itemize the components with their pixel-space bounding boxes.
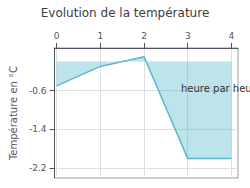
svg-text:Evolution de la température: Evolution de la température [41,6,210,20]
svg-text:4: 4 [229,31,235,41]
svg-text:-1.4: -1.4 [29,124,47,134]
svg-text:-0.6: -0.6 [29,86,47,96]
svg-text:-2.2: -2.2 [29,163,47,173]
svg-text:0: 0 [54,31,60,41]
svg-text:Température en °C: Température en °C [8,66,19,161]
svg-text:heure par heure: heure par heure [181,83,250,94]
svg-text:3: 3 [185,31,191,41]
svg-text:2: 2 [141,31,147,41]
svg-text:1: 1 [97,31,103,41]
